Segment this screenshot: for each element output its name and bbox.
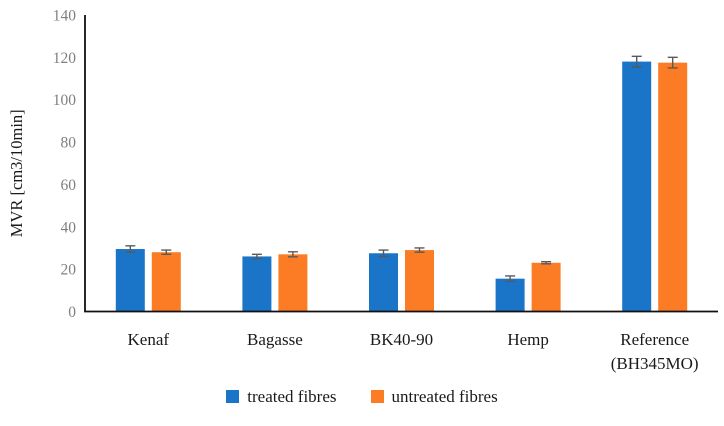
svg-text:Reference: Reference [620,330,689,349]
svg-text:MVR [cm3/10min]: MVR [cm3/10min] [7,109,26,237]
legend-item-treated-fibres: treated fibres [226,387,337,406]
bar-chart-canvas: 0 20 40 60 80 100 120 140 MVR [cm3/10min] Kenaf Ba… [7,8,718,373]
svg-text:Hemp: Hemp [507,330,549,349]
svg-text:Bagasse: Bagasse [247,330,303,349]
svg-text:140: 140 [53,8,77,25]
svg-text:100: 100 [53,92,77,109]
legend-swatch-treated-fibres-icon [226,390,240,403]
svg-text:60: 60 [61,177,77,194]
legend-swatch-untreated-fibres-icon [370,390,384,403]
legend-label-treated-fibres: treated fibres [247,387,337,406]
legend-item-untreated-fibres: untreated fibres [370,387,498,406]
svg-text:BK40-90: BK40-90 [370,330,433,349]
svg-text:120: 120 [53,50,77,67]
svg-text:Kenaf: Kenaf [128,330,170,349]
svg-text:80: 80 [61,135,77,152]
legend-label-untreated-fibres: untreated fibres [391,387,498,406]
svg-text:20: 20 [61,262,77,279]
svg-text:(BH345MO): (BH345MO) [611,354,699,373]
svg-text:40: 40 [61,219,77,236]
chart-legend: treated fibres untreated fibres [0,376,724,405]
svg-text:0: 0 [68,304,76,321]
